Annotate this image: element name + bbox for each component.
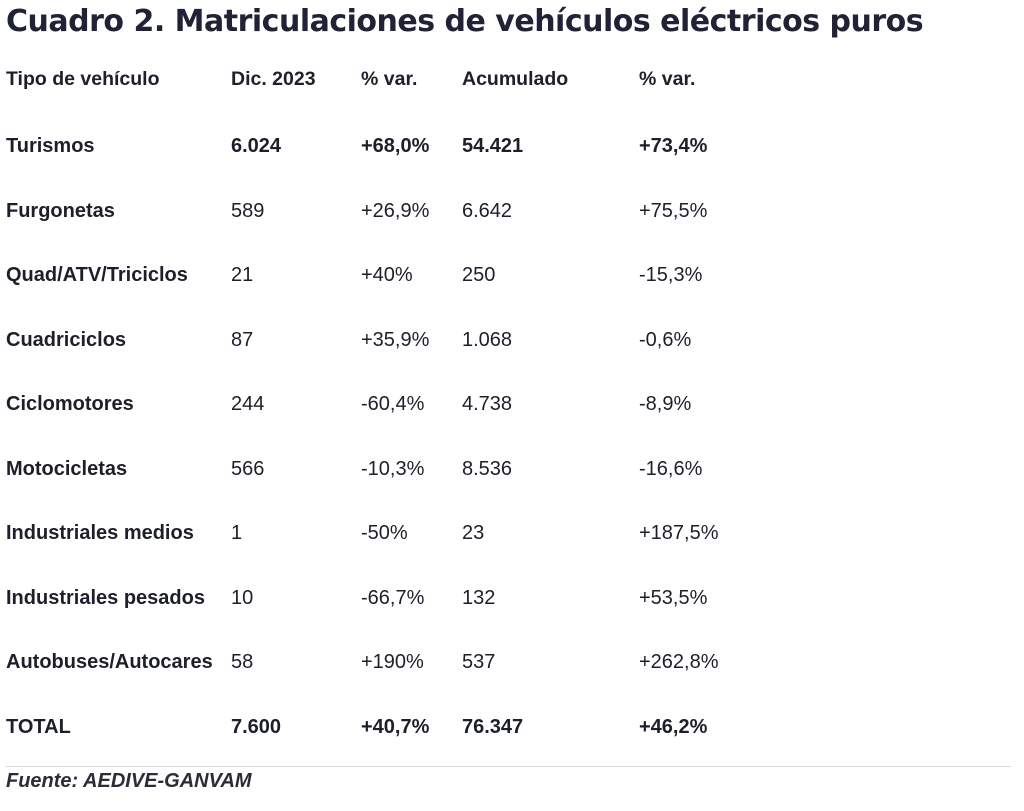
header-vehicle-type: Tipo de vehículo — [6, 68, 160, 90]
accumulated-variation-cell: +53,5% — [639, 586, 708, 609]
vehicle-type-cell: Cuadriciclos — [6, 328, 127, 351]
accumulated-cell: 4.738 — [462, 393, 513, 415]
table-row: Ciclomotores 244 -60,4% 4.738 -8,9% — [6, 372, 1016, 437]
monthly-variation-cell: -50% — [361, 522, 408, 544]
accumulated-cell: 132 — [462, 586, 496, 609]
monthly-variation-cell: +68,0% — [361, 135, 430, 157]
accumulated-variation-cell: +75,5% — [639, 199, 708, 222]
dec-2023-cell: 21 — [231, 264, 254, 286]
table-total-row: TOTAL 7.600 +40,7% 76.347 +46,2% — [6, 695, 1016, 760]
accumulated-cell: 76.347 — [462, 715, 524, 738]
dec-2023-cell: 589 — [231, 199, 265, 222]
dec-2023-cell: 244 — [231, 393, 265, 415]
vehicle-type-cell: Motocicletas — [6, 457, 128, 480]
monthly-variation-cell: +26,9% — [361, 199, 430, 222]
accumulated-variation-cell: -0,6% — [639, 328, 692, 351]
table-row: Motocicletas 566 -10,3% 8.536 -16,6% — [6, 437, 1016, 502]
accumulated-cell: 6.642 — [462, 199, 513, 222]
table-row: Industriales medios 1 -50% 23 +187,5% — [6, 501, 1016, 566]
table-title: Cuadro 2. Matriculaciones de vehículos e… — [6, 4, 924, 39]
dec-2023-cell: 6.024 — [231, 135, 282, 157]
monthly-variation-cell: +35,9% — [361, 328, 430, 351]
vehicle-type-cell: TOTAL — [6, 715, 71, 738]
accumulated-variation-cell: -16,6% — [639, 457, 703, 480]
header-accumulated: Acumulado — [462, 68, 569, 90]
header-accumulated-variation: % var. — [639, 68, 696, 90]
dec-2023-cell: 87 — [231, 328, 254, 351]
accumulated-cell: 8.536 — [462, 457, 513, 480]
monthly-variation-cell: +40% — [361, 264, 413, 286]
table-header-row: Tipo de vehículo Dic. 2023 % var. Acumul… — [6, 48, 1016, 114]
accumulated-variation-cell: +262,8% — [639, 651, 719, 673]
dec-2023-cell: 566 — [231, 457, 265, 480]
dec-2023-cell: 1 — [231, 522, 243, 544]
accumulated-cell: 23 — [462, 522, 485, 544]
vehicle-type-cell: Ciclomotores — [6, 393, 134, 415]
data-table: Tipo de vehículo Dic. 2023 % var. Acumul… — [6, 48, 1016, 759]
vehicle-type-cell: Industriales medios — [6, 522, 194, 544]
vehicle-type-cell: Quad/ATV/Triciclos — [6, 264, 188, 286]
table-row: Quad/ATV/Triciclos 21 +40% 250 -15,3% — [6, 243, 1016, 308]
dec-2023-cell: 7.600 — [231, 715, 282, 738]
accumulated-cell: 537 — [462, 651, 496, 673]
monthly-variation-cell: -10,3% — [361, 457, 425, 480]
accumulated-variation-cell: +73,4% — [639, 135, 708, 157]
dec-2023-cell: 10 — [231, 586, 254, 609]
table-row: Autobuses/Autocares 58 +190% 537 +262,8% — [6, 630, 1016, 695]
accumulated-cell: 1.068 — [462, 328, 513, 351]
header-dec-2023: Dic. 2023 — [231, 68, 316, 90]
table-body: Turismos 6.024 +68,0% 54.421 +73,4% Furgoneta… — [6, 114, 1016, 759]
vehicle-type-cell: Turismos — [6, 135, 95, 157]
vehicle-type-cell: Furgonetas — [6, 199, 115, 222]
vehicle-type-cell: Autobuses/Autocares — [6, 651, 213, 673]
monthly-variation-cell: -60,4% — [361, 393, 425, 415]
header-monthly-variation: % var. — [361, 68, 418, 90]
accumulated-variation-cell: -8,9% — [639, 393, 692, 415]
accumulated-cell: 54.421 — [462, 135, 524, 157]
monthly-variation-cell: -66,7% — [361, 586, 425, 609]
monthly-variation-cell: +190% — [361, 651, 424, 673]
monthly-variation-cell: +40,7% — [361, 715, 430, 738]
accumulated-variation-cell: +187,5% — [639, 522, 719, 544]
accumulated-variation-cell: +46,2% — [639, 715, 708, 738]
table-row: Furgonetas 589 +26,9% 6.642 +75,5% — [6, 179, 1016, 244]
accumulated-variation-cell: -15,3% — [639, 264, 703, 286]
source-note: Fuente: AEDIVE-GANVAM — [6, 770, 252, 792]
footer-divider — [6, 766, 1011, 767]
dec-2023-cell: 58 — [231, 651, 254, 673]
table-row: Turismos 6.024 +68,0% 54.421 +73,4% — [6, 114, 1016, 179]
table-row: Cuadriciclos 87 +35,9% 1.068 -0,6% — [6, 308, 1016, 373]
accumulated-cell: 250 — [462, 264, 496, 286]
vehicle-type-cell: Industriales pesados — [6, 586, 205, 609]
table-row: Industriales pesados 10 -66,7% 132 +53,5% — [6, 566, 1016, 631]
